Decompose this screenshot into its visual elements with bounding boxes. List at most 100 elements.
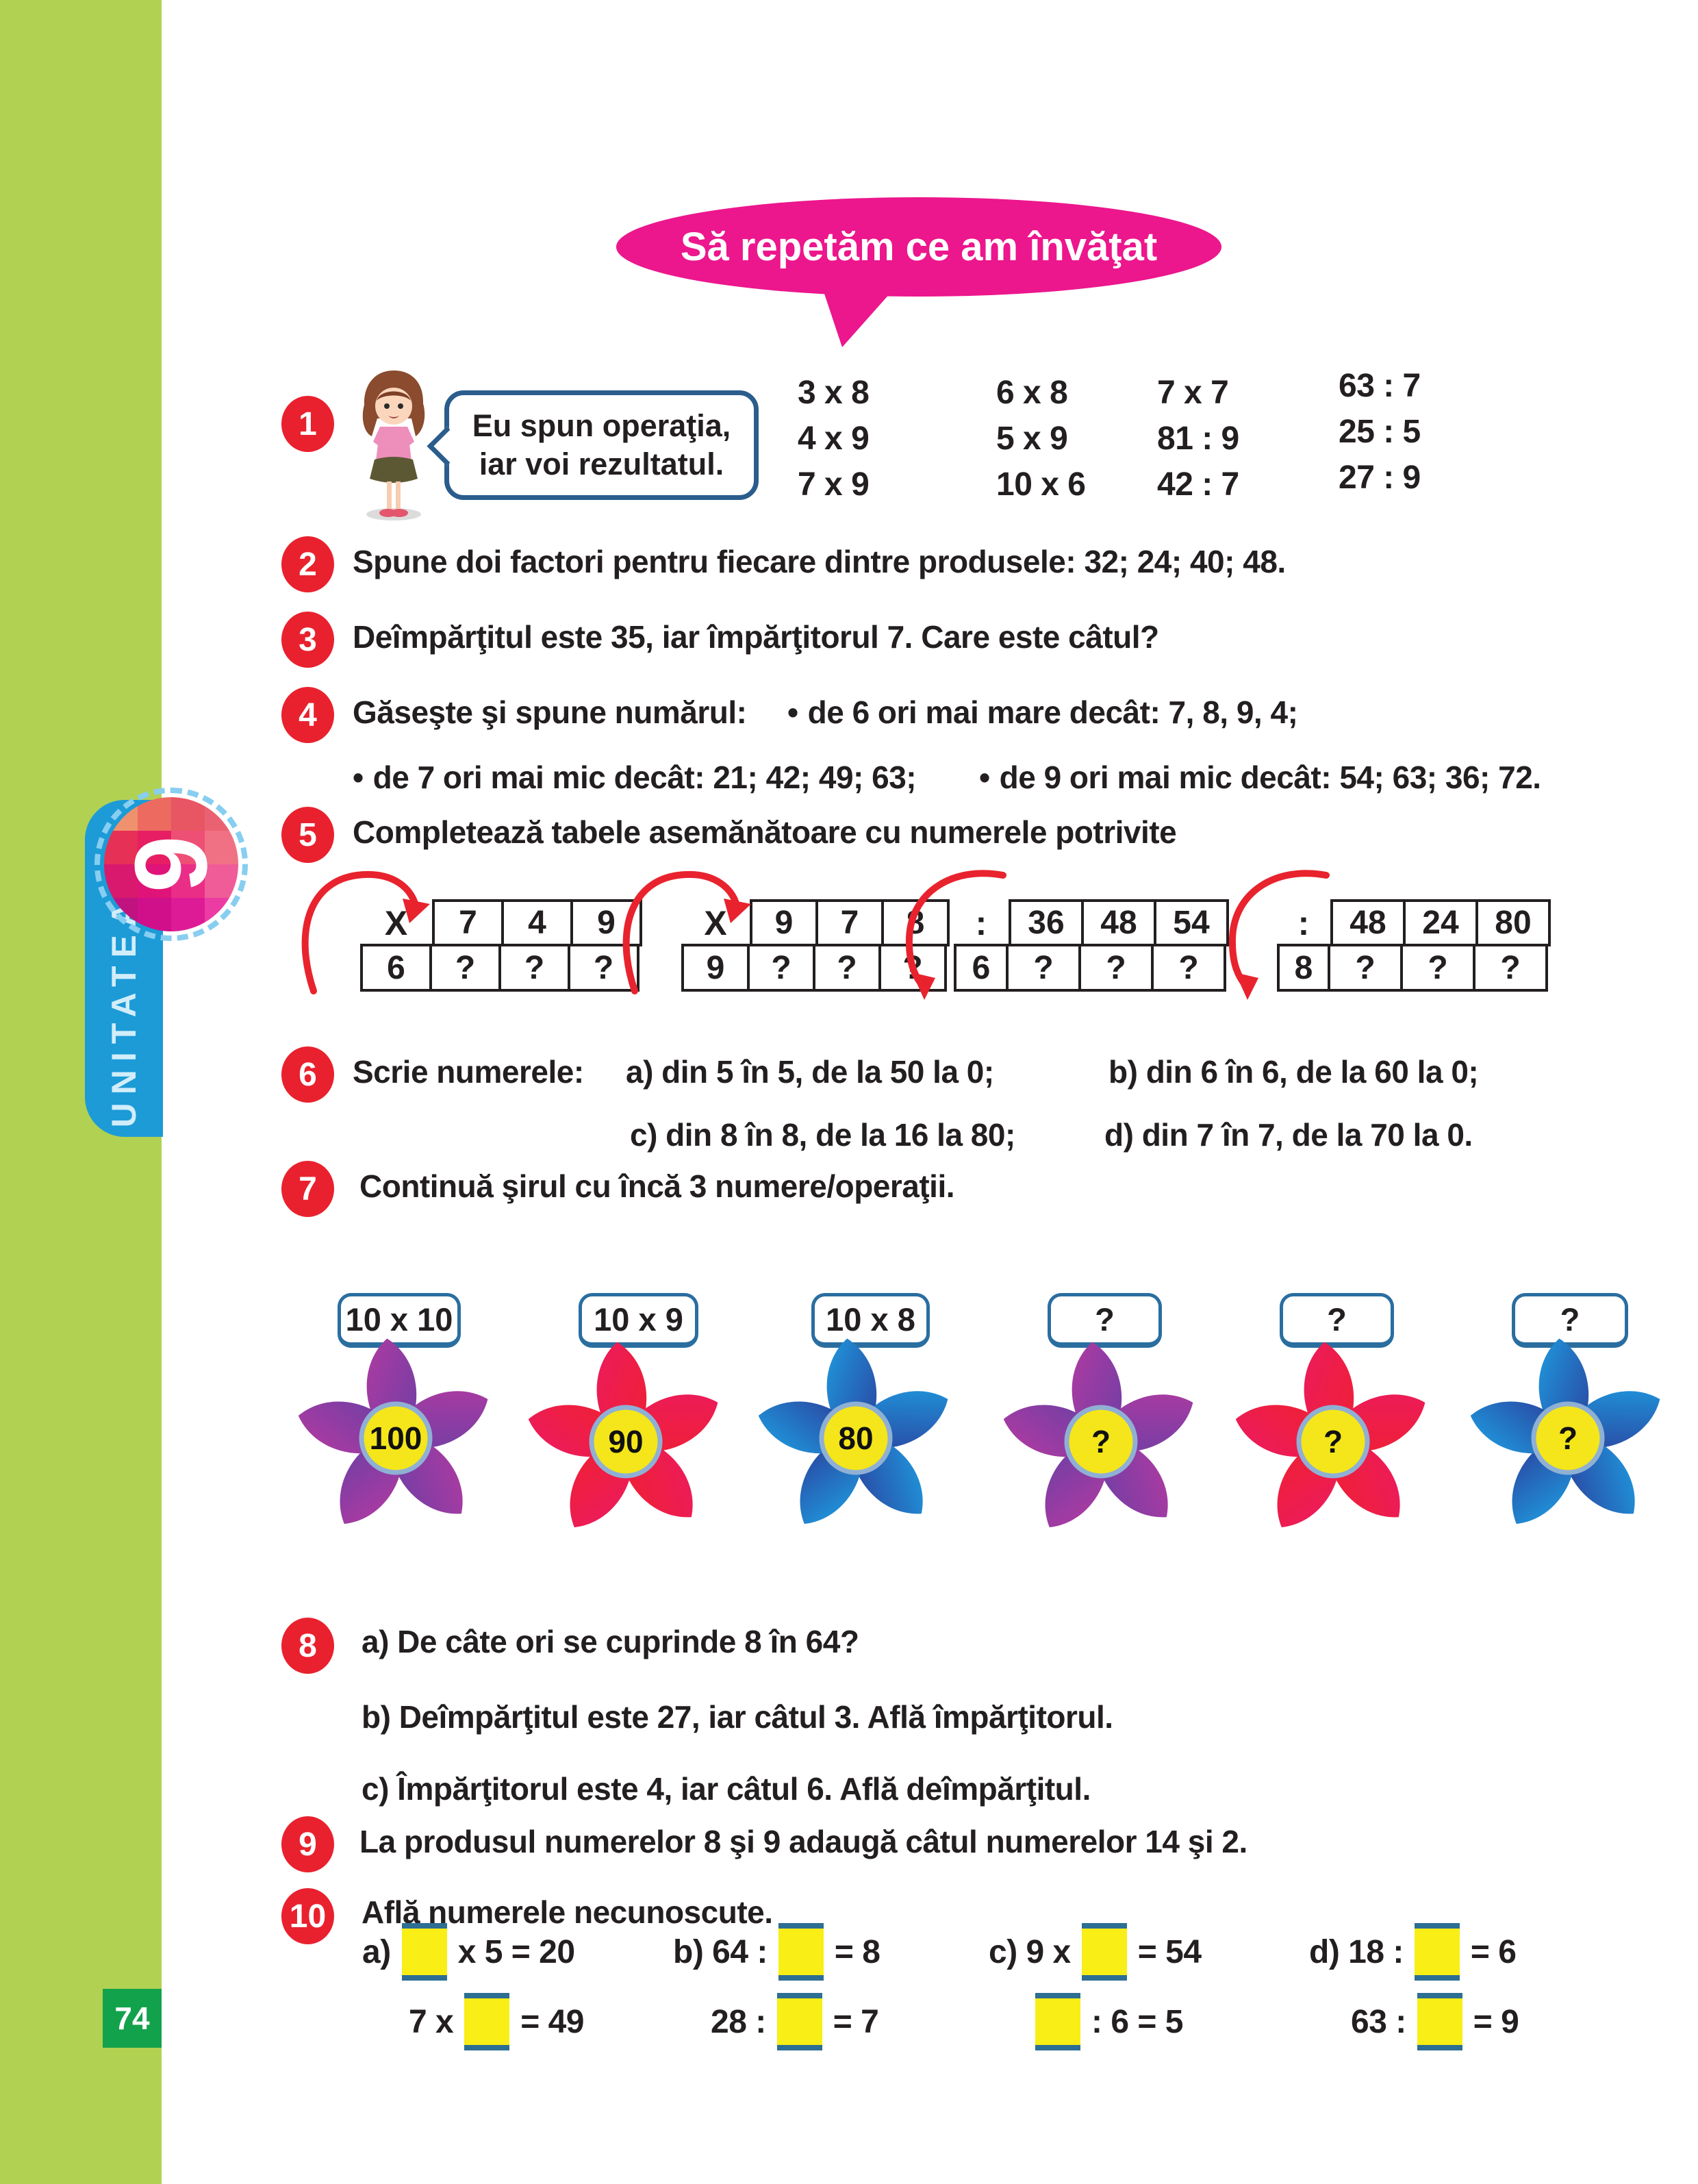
curved-arrow-icon (905, 870, 1006, 1000)
table-cell: ? (1078, 944, 1154, 992)
table-cell: ? (498, 944, 570, 992)
sequence-label-4: ? (1048, 1293, 1162, 1348)
exercise-8-item-a: a) De câte ori se cuprinde 8 în 64? (362, 1624, 859, 1659)
sequence-label-6: ? (1512, 1293, 1628, 1348)
answer-box (1414, 1923, 1460, 1981)
page-number: 74 (103, 1989, 162, 2048)
unit-number-badge: 6 (104, 797, 238, 931)
exercise-4-intro: Găseşte şi spune numărul: (353, 694, 747, 730)
operation: 4 x 9 (798, 421, 870, 457)
table-cell: 54 (1154, 899, 1229, 946)
table-cell: 6 (954, 944, 1009, 992)
table-operator: X (704, 903, 727, 942)
answer-box (464, 1993, 510, 2050)
equation-text: x 5 = 20 (457, 1933, 575, 1970)
sequence-label-2: 10 x 9 (579, 1293, 698, 1348)
sequence-label-3: 10 x 8 (811, 1293, 930, 1348)
table-cell: 4 (501, 899, 573, 946)
equation-h: 63 : = 9 (1351, 1993, 1519, 2050)
exercise-6-intro: Scrie numerele: (353, 1054, 584, 1090)
answer-box (1035, 1993, 1080, 2050)
table-operator: X (384, 903, 408, 942)
table-body-row: 8 ? ? ? (1277, 944, 1551, 992)
table-cell: 9 (750, 899, 818, 946)
equation-text: 63 : (1351, 2003, 1406, 2040)
equation-g: : 6 = 5 (1035, 1993, 1183, 2050)
table-cell: 24 (1403, 899, 1478, 946)
exercise-4-bullet-2: de 7 ori mai mic decât: 21; 42; 49; 63; (353, 759, 917, 796)
flower-purple: 100 (292, 1336, 498, 1537)
unit-badge-dashed-ring (94, 788, 248, 941)
equation-a: a) x 5 = 20 (362, 1923, 575, 1981)
title-bubble: Să repetăm ce am învăţat (616, 197, 1221, 297)
operation-column: 3 x 8 4 x 9 7 x 9 (798, 370, 996, 507)
equation-text: = 6 (1470, 1933, 1517, 1970)
table-header-row: 48 24 80 (1330, 899, 1551, 946)
table-cell: 80 (1475, 899, 1551, 946)
exercise-4-number: 4 (281, 687, 334, 743)
unit-badge-checker: 6 (104, 797, 238, 931)
bullet-text: de 6 ori mai mare decât: 7, 8, 9, 4; (807, 694, 1298, 730)
exercise-7-number: 7 (281, 1161, 334, 1217)
girl-character (362, 371, 425, 520)
speech-bubble: Eu spun operaţia, iar voi rezultatul. (427, 390, 759, 500)
equation-text: = 54 (1137, 1933, 1202, 1970)
exercise-5-text: Completează tabele asemănătoare cu numer… (353, 814, 1177, 850)
equation-text: 28 : (711, 2003, 766, 2040)
equation-f: 28 : = 7 (711, 1993, 879, 2050)
table-cell: 8 (1277, 944, 1330, 992)
operation: 25 : 5 (1339, 414, 1421, 450)
table-cell: ? (747, 944, 815, 992)
flower-value: 90 (608, 1424, 643, 1459)
answer-box (776, 1993, 822, 2050)
operation: 3 x 8 (798, 375, 870, 411)
flower-value: ? (1558, 1420, 1577, 1456)
curved-arrow-icon (1228, 870, 1330, 1000)
table-cell: ? (1473, 944, 1548, 992)
speech-line-1: Eu spun operaţia, (472, 407, 731, 443)
equation-c: c) 9 x = 54 (989, 1923, 1202, 1981)
flower-value: 80 (838, 1420, 873, 1456)
exercise-6-item-d: d) din 7 în 7, de la 70 la 0. (1104, 1117, 1473, 1153)
bullet-text: de 7 ori mai mic decât: 21; 42; 49; 63; (372, 760, 917, 795)
table-header-row: 7 4 9 (432, 899, 642, 946)
operation: 7 x 7 (1157, 375, 1229, 411)
equation-text: 7 x (409, 2003, 454, 2040)
exercise-6-item-a: a) din 5 în 5, de la 50 la 0; (626, 1054, 994, 1090)
operation: 5 x 9 (996, 421, 1068, 457)
table-header-row: 36 48 54 (1009, 899, 1229, 946)
equation-text: : 6 = 5 (1091, 2003, 1183, 2040)
equation-b: b) 64 : = 8 (673, 1923, 880, 1981)
flower-value: 100 (370, 1420, 422, 1456)
equation-text: = 9 (1473, 2003, 1519, 2040)
unit-number: 6 (114, 836, 229, 892)
operation: 6 x 8 (996, 375, 1068, 411)
flower-blue: 80 (752, 1336, 958, 1537)
curved-arrow-icon (301, 870, 430, 994)
equation-text: c) 9 x (989, 1933, 1071, 1970)
exercise-2-text: Spune doi factori pentru fiecare dintre … (353, 544, 1286, 579)
exercise-8-number: 8 (281, 1618, 334, 1674)
table-cell: ? (813, 944, 881, 992)
title-bubble-tail (822, 286, 897, 347)
equation-text: = 7 (833, 2003, 879, 2040)
flower-value: ? (1091, 1424, 1111, 1459)
exercise-5-number: 5 (281, 807, 334, 863)
table-operator: : (975, 903, 987, 942)
answer-box (1081, 1923, 1127, 1981)
exercise-3-text: Deîmpărţitul este 35, iar împărţitorul 7… (353, 619, 1159, 655)
exercise-10-number: 10 (281, 1888, 334, 1944)
table-cell: ? (1400, 944, 1475, 992)
page-title: Să repetăm ce am învăţat (680, 225, 1158, 269)
flower-red: ? (1230, 1340, 1435, 1540)
operation-column: 7 x 7 81 : 9 42 : 7 (1157, 370, 1339, 507)
exercise-6-item-b: b) din 6 în 6, de la 60 la 0; (1108, 1054, 1479, 1090)
exercise-6-item-c: c) din 8 în 8, de la 16 la 80; (630, 1117, 1015, 1153)
exercise-1-operations: 3 x 8 4 x 9 7 x 9 6 x 8 5 x 9 10 x 6 7 x… (798, 368, 1448, 507)
equation-text: = 8 (834, 1933, 880, 1970)
table-cell: 7 (432, 899, 504, 946)
answer-box (401, 1923, 447, 1981)
table-body-row: 6 ? ? ? (954, 944, 1229, 992)
operation: 81 : 9 (1157, 421, 1239, 457)
